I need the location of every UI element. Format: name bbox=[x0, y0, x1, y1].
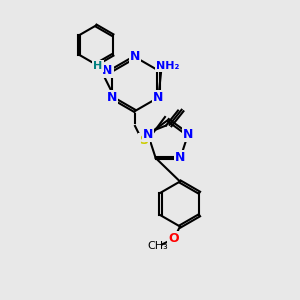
Text: N: N bbox=[153, 91, 164, 104]
Text: N: N bbox=[102, 64, 112, 77]
Text: N: N bbox=[183, 128, 193, 141]
Text: N: N bbox=[143, 128, 153, 141]
Text: O: O bbox=[169, 232, 179, 245]
Text: N: N bbox=[130, 50, 140, 64]
Text: CH₃: CH₃ bbox=[147, 241, 168, 251]
Text: S: S bbox=[140, 134, 148, 148]
Text: N: N bbox=[106, 91, 117, 104]
Text: NH₂: NH₂ bbox=[156, 61, 179, 71]
Text: N: N bbox=[175, 152, 185, 164]
Text: H: H bbox=[94, 61, 103, 71]
